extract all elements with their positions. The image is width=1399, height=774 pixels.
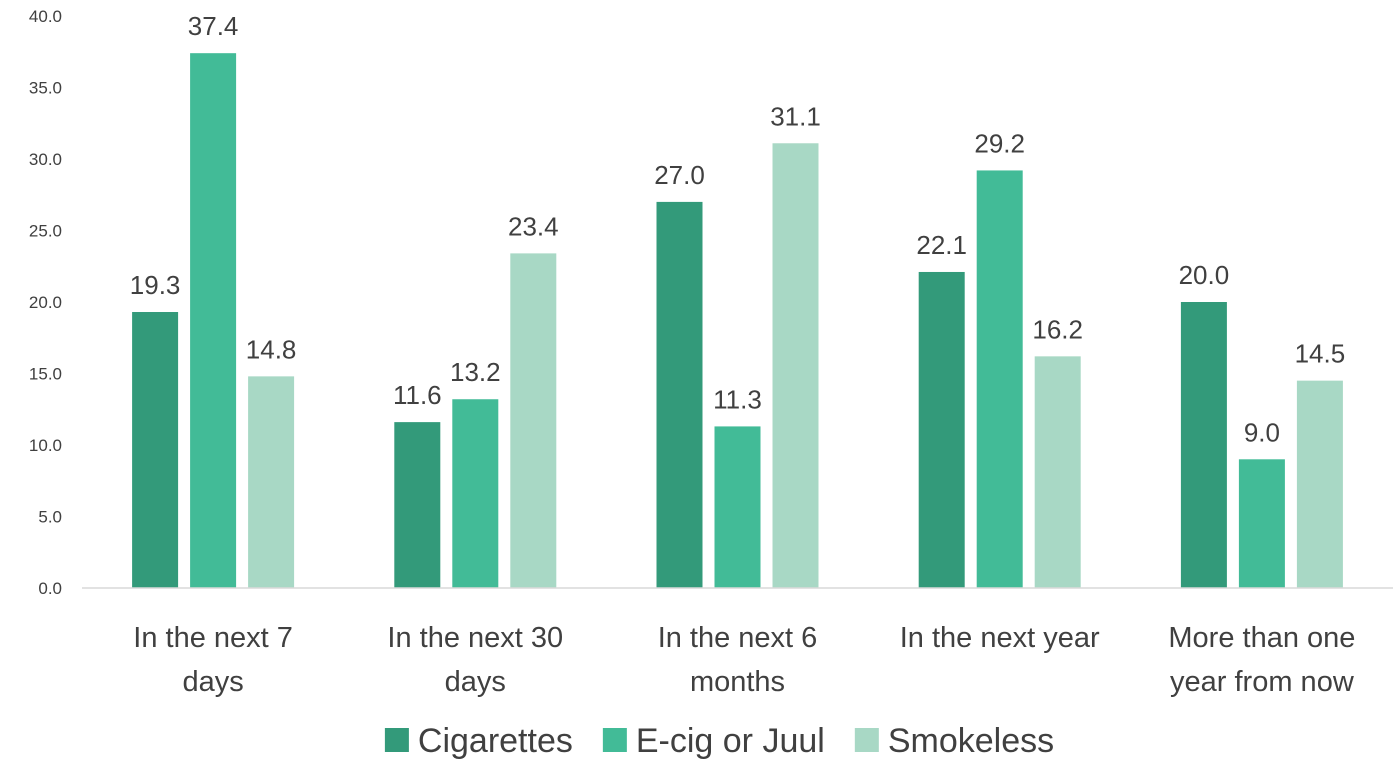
bar-cigarettes <box>394 422 441 588</box>
data-label: 11.6 <box>393 380 442 410</box>
data-label: 29.2 <box>974 128 1025 158</box>
data-label: 16.2 <box>1032 314 1083 344</box>
x-tick-label: More than one <box>1168 622 1355 654</box>
legend-swatch <box>854 728 879 752</box>
data-labels: 19.3 37.4 14.8 11.6 13.2 23.4 27.0 11.3 31.1 22.1… <box>130 11 1345 447</box>
data-label: 19.3 <box>130 270 181 300</box>
bar-cigarettes <box>656 201 703 588</box>
data-label: 20.0 <box>1179 260 1230 290</box>
bar-smokeless <box>248 376 295 588</box>
bars <box>132 53 1343 589</box>
bar-smokeless <box>1296 380 1343 588</box>
bar-e-cig-or-juul <box>452 399 499 588</box>
data-label: 23.4 <box>508 211 559 241</box>
data-label: 11.3 <box>713 384 762 414</box>
bar-e-cig-or-juul <box>190 53 237 589</box>
bar-smokeless <box>1034 356 1081 588</box>
legend: Cigarettes E-cig or Juul Smokeless <box>384 722 1054 760</box>
legend-swatch <box>384 728 409 752</box>
y-axis: 0.0 5.0 10.0 15.0 20.0 25.0 30.0 35.0 40.0 <box>29 7 62 598</box>
data-label: 13.2 <box>450 357 501 387</box>
x-tick-label: In the next 30 <box>387 622 563 654</box>
y-tick-label: 0.0 <box>38 579 62 598</box>
y-tick-label: 20.0 <box>29 293 62 312</box>
legend-label: Smokeless <box>888 722 1054 760</box>
bar-e-cig-or-juul <box>976 170 1023 588</box>
y-tick-label: 5.0 <box>38 508 62 527</box>
x-tick-label: year from now <box>1170 666 1355 698</box>
legend-swatch <box>602 728 627 752</box>
bar-smokeless <box>772 143 819 588</box>
y-tick-label: 25.0 <box>29 222 62 241</box>
x-tick-label: months <box>690 666 785 698</box>
bar-cigarettes <box>132 312 179 588</box>
data-label: 14.5 <box>1295 339 1346 369</box>
y-tick-label: 15.0 <box>29 365 62 384</box>
bar-cigarettes <box>1180 302 1227 588</box>
data-label: 14.8 <box>246 334 297 364</box>
y-tick-label: 10.0 <box>29 436 62 455</box>
data-label: 37.4 <box>188 11 239 41</box>
legend-label: Cigarettes <box>418 722 573 760</box>
x-tick-label: In the next year <box>900 622 1100 654</box>
x-tick-label: days <box>445 666 506 698</box>
bar-cigarettes <box>918 271 965 588</box>
bar-e-cig-or-juul <box>1238 459 1285 588</box>
x-tick-label: In the next 7 <box>133 622 293 654</box>
x-tick-label: days <box>182 666 243 698</box>
data-label: 9.0 <box>1244 417 1280 447</box>
y-tick-label: 35.0 <box>29 79 62 98</box>
bar-smokeless <box>510 253 557 588</box>
y-tick-label: 30.0 <box>29 150 62 169</box>
bar-e-cig-or-juul <box>714 426 761 588</box>
data-label: 27.0 <box>654 160 705 190</box>
y-tick-label: 40.0 <box>29 7 62 26</box>
data-label: 31.1 <box>770 101 821 131</box>
legend-label: E-cig or Juul <box>636 722 825 760</box>
data-label: 22.1 <box>916 230 967 260</box>
x-tick-label: In the next 6 <box>658 622 818 654</box>
x-axis: In the next 7 days In the next 30 days In th… <box>133 622 1355 698</box>
